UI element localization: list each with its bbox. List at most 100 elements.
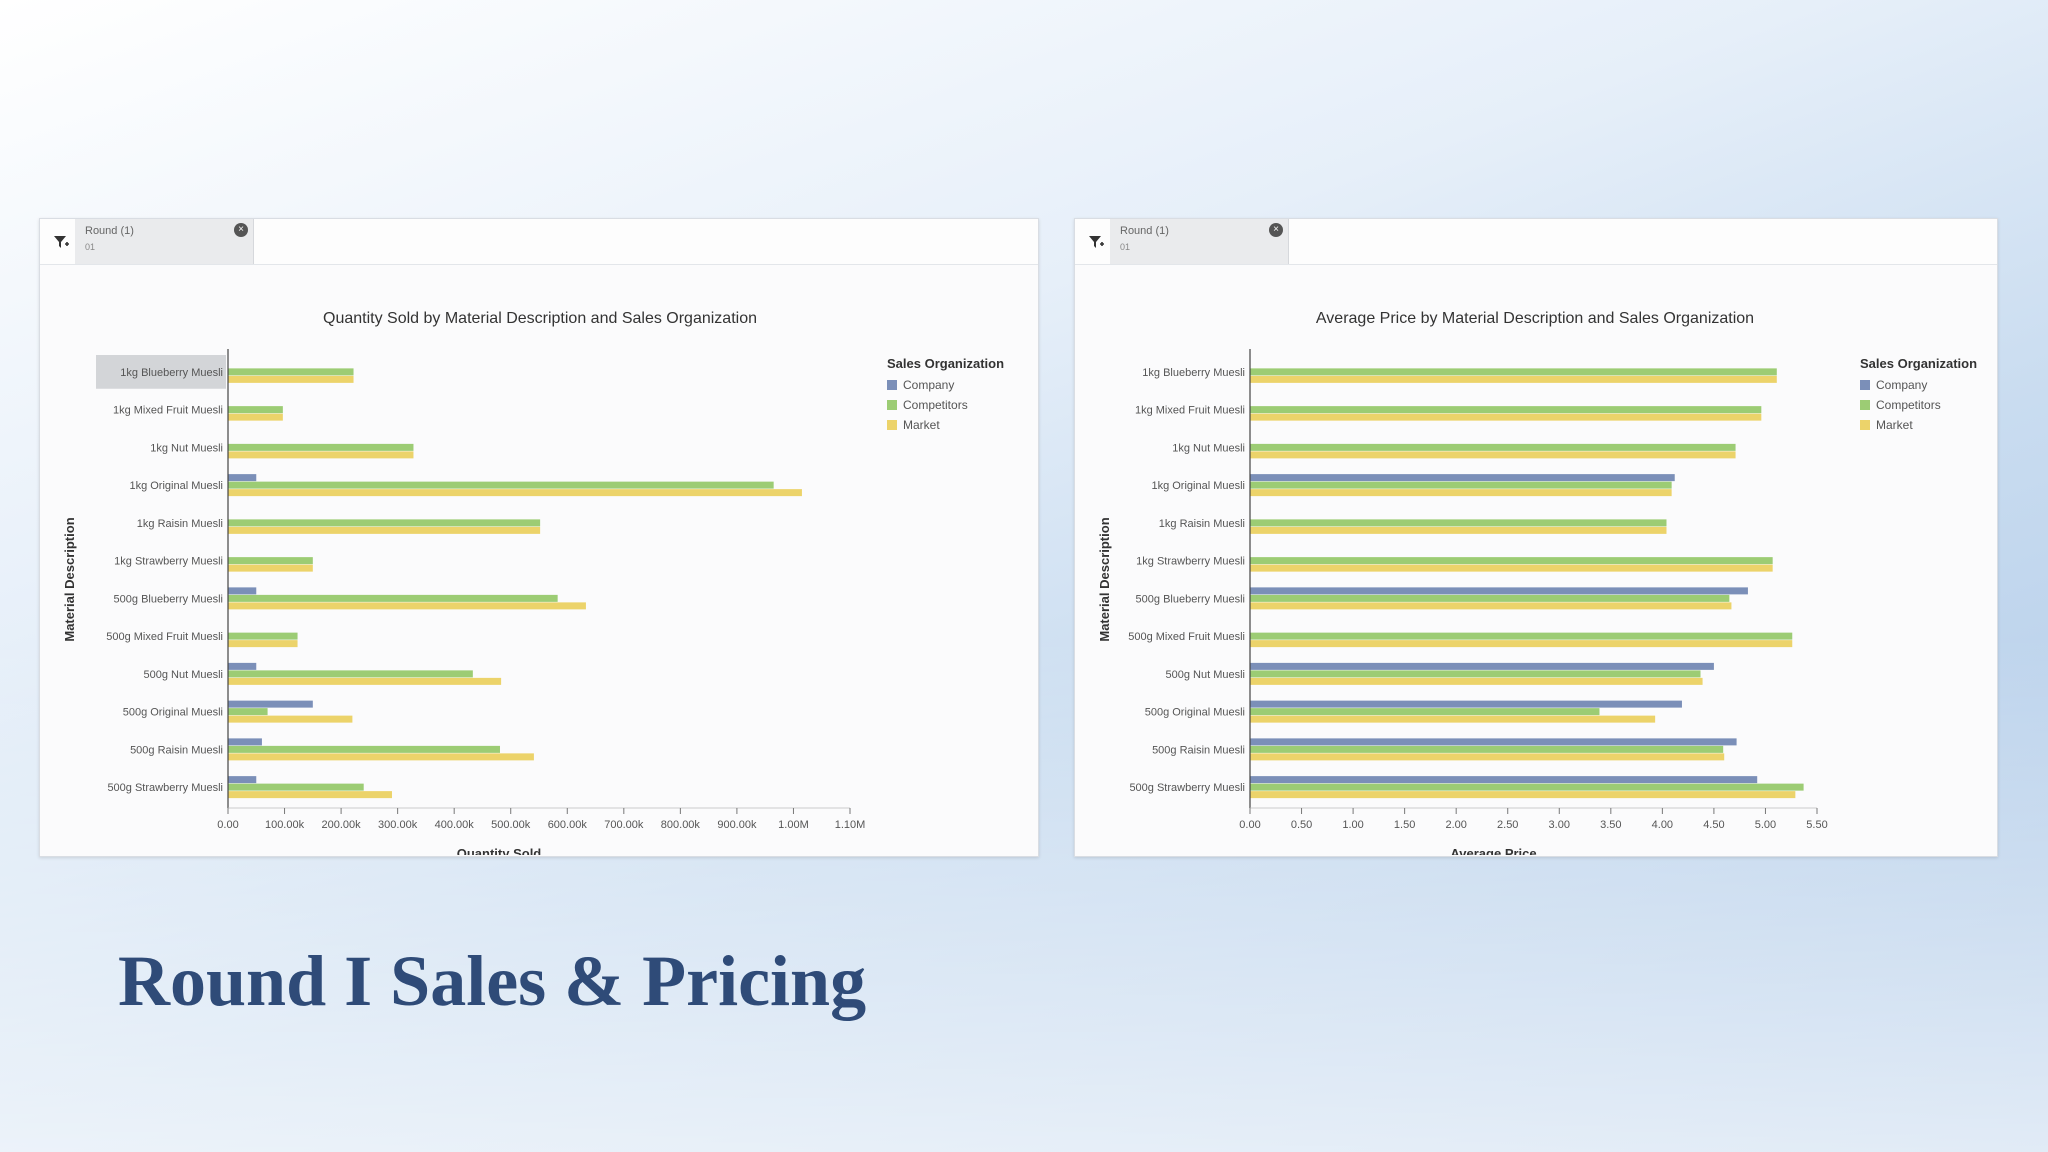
category-label: 1kg Raisin Muesli bbox=[1159, 518, 1245, 530]
category-label: 1kg Strawberry Muesli bbox=[1136, 556, 1245, 568]
bar-competitors bbox=[228, 557, 313, 565]
legend-swatch-competitors bbox=[1860, 400, 1870, 410]
category-label: 1kg Original Muesli bbox=[129, 480, 223, 492]
bar-company bbox=[1250, 587, 1748, 595]
close-icon[interactable]: × bbox=[234, 223, 248, 237]
quantity-sold-panel: Round (1) 01 × Quantity Sold by Material… bbox=[39, 218, 1039, 857]
category-label: 500g Nut Muesli bbox=[1166, 669, 1246, 681]
bar-market bbox=[1250, 753, 1725, 761]
bar-company bbox=[228, 587, 257, 595]
quantity-sold-chart: Quantity Sold by Material Description an… bbox=[62, 310, 1004, 855]
category-label: 500g Mixed Fruit Muesli bbox=[1128, 631, 1245, 643]
bar-competitors bbox=[1250, 783, 1804, 791]
category-label: 1kg Blueberry Muesli bbox=[120, 367, 223, 379]
bar-competitors bbox=[1250, 557, 1773, 565]
bar-company bbox=[228, 738, 262, 746]
bar-competitors bbox=[228, 783, 364, 791]
bar-market bbox=[228, 489, 802, 497]
bar-competitors bbox=[1250, 745, 1724, 753]
bar-competitors bbox=[1250, 481, 1672, 489]
category-label: 500g Strawberry Muesli bbox=[107, 782, 223, 794]
bar-market bbox=[228, 413, 283, 421]
filter-funnel-icon[interactable] bbox=[46, 227, 76, 257]
x-tick-label: 900.00k bbox=[717, 819, 757, 831]
bar-market bbox=[1250, 564, 1773, 572]
category-label: 500g Blueberry Muesli bbox=[114, 593, 223, 605]
x-tick-label: 1.50 bbox=[1394, 819, 1415, 831]
bar-market bbox=[1250, 791, 1796, 799]
bar-market bbox=[1250, 413, 1762, 421]
category-label: 500g Original Muesli bbox=[123, 707, 223, 719]
category-label: 1kg Raisin Muesli bbox=[137, 518, 223, 530]
bar-competitors bbox=[1250, 368, 1777, 376]
bar-competitors bbox=[228, 708, 268, 716]
bar-market bbox=[228, 564, 313, 572]
category-label: 500g Raisin Muesli bbox=[130, 744, 223, 756]
x-tick-label: 400.00k bbox=[435, 819, 475, 831]
bar-competitors bbox=[228, 406, 283, 414]
bar-competitors bbox=[1250, 594, 1730, 602]
bar-market bbox=[1250, 489, 1672, 497]
x-tick-label: 3.50 bbox=[1600, 819, 1621, 831]
x-tick-label: 4.00 bbox=[1652, 819, 1673, 831]
average-price-panel: Round (1) 01 × Average Price by Material… bbox=[1074, 218, 1998, 857]
chart-title: Average Price by Material Description an… bbox=[1316, 310, 1754, 327]
highlight-category bbox=[96, 355, 226, 389]
filter-chip-round[interactable]: Round (1) 01 × bbox=[75, 219, 254, 264]
bar-company bbox=[228, 662, 257, 670]
bar-company bbox=[228, 776, 257, 784]
bar-market bbox=[1250, 640, 1793, 648]
legend-swatch-company bbox=[887, 380, 897, 390]
bar-competitors bbox=[228, 594, 558, 602]
legend-swatch-market bbox=[887, 420, 897, 430]
legend-label-competitors: Competitors bbox=[903, 398, 968, 412]
filter-chip-value: 01 bbox=[1120, 242, 1131, 252]
filter-chip-value: 01 bbox=[85, 242, 96, 252]
x-tick-label: 300.00k bbox=[378, 819, 418, 831]
category-label: 500g Nut Muesli bbox=[144, 669, 224, 681]
x-tick-label: 2.50 bbox=[1497, 819, 1518, 831]
legend-title: Sales Organization bbox=[1860, 356, 1977, 371]
category-label: 500g Raisin Muesli bbox=[1152, 744, 1245, 756]
x-tick-label: 800.00k bbox=[661, 819, 701, 831]
bar-competitors bbox=[1250, 406, 1762, 414]
bar-market bbox=[228, 791, 392, 799]
chart-title: Quantity Sold by Material Description an… bbox=[323, 310, 757, 327]
x-tick-label: 3.00 bbox=[1549, 819, 1570, 831]
x-tick-label: 0.00 bbox=[1239, 819, 1260, 831]
bar-market bbox=[228, 602, 586, 610]
bar-market bbox=[228, 375, 354, 383]
x-axis-label: Quantity Sold bbox=[457, 846, 542, 855]
slide-title: Round I Sales & Pricing bbox=[118, 941, 867, 1021]
x-tick-label: 0.50 bbox=[1291, 819, 1312, 831]
bar-market bbox=[228, 677, 502, 685]
bar-market bbox=[1250, 677, 1703, 685]
filter-chip-round[interactable]: Round (1) 01 × bbox=[1110, 219, 1289, 264]
filter-bar: Round (1) 01 × bbox=[40, 219, 1038, 265]
category-label: 1kg Mixed Fruit Muesli bbox=[1135, 405, 1245, 417]
x-tick-label: 5.50 bbox=[1806, 819, 1827, 831]
y-axis-label: Material Description bbox=[62, 517, 77, 641]
bar-competitors bbox=[1250, 443, 1736, 451]
x-tick-label: 600.00k bbox=[548, 819, 588, 831]
filter-chip-label: Round (1) bbox=[85, 225, 134, 237]
bar-competitors bbox=[1250, 519, 1667, 527]
category-label: 500g Original Muesli bbox=[1145, 707, 1245, 719]
legend-label-competitors: Competitors bbox=[1876, 398, 1941, 412]
bar-competitors bbox=[228, 481, 774, 489]
bar-competitors bbox=[228, 443, 414, 451]
bar-company bbox=[1250, 700, 1682, 708]
category-label: 1kg Mixed Fruit Muesli bbox=[113, 405, 223, 417]
close-icon[interactable]: × bbox=[1269, 223, 1283, 237]
legend-swatch-competitors bbox=[887, 400, 897, 410]
bar-market bbox=[228, 753, 534, 761]
filter-funnel-icon[interactable] bbox=[1081, 227, 1111, 257]
category-label: 1kg Nut Muesli bbox=[150, 442, 223, 454]
category-label: 1kg Nut Muesli bbox=[1172, 442, 1245, 454]
x-tick-label: 1.00M bbox=[778, 819, 809, 831]
x-tick-label: 1.10M bbox=[835, 819, 866, 831]
bar-company bbox=[1250, 662, 1714, 670]
bar-market bbox=[1250, 602, 1732, 610]
bar-market bbox=[1250, 451, 1736, 459]
x-tick-label: 0.00 bbox=[217, 819, 238, 831]
